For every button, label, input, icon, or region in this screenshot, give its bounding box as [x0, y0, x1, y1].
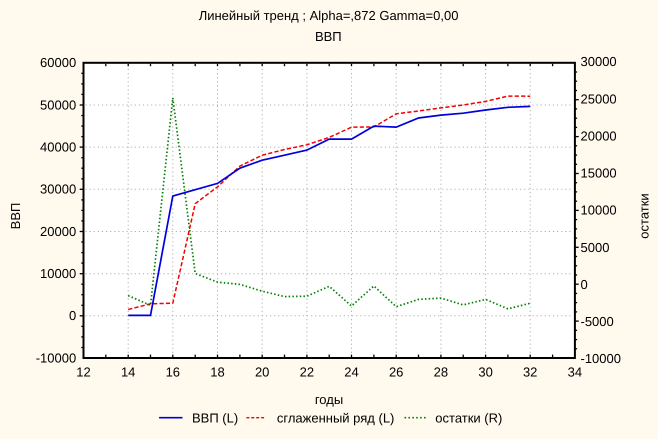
- svg-text:ВВП: ВВП: [8, 203, 23, 230]
- svg-text:ВВП: ВВП: [315, 29, 342, 44]
- svg-text:10000: 10000: [581, 203, 617, 218]
- svg-text:34: 34: [568, 364, 582, 379]
- svg-text:сглаженный ряд (L): сглаженный ряд (L): [277, 411, 394, 426]
- svg-text:10000: 10000: [40, 266, 76, 281]
- svg-text:26: 26: [389, 364, 403, 379]
- svg-text:остатки: остатки: [636, 193, 651, 238]
- svg-text:15000: 15000: [581, 166, 617, 181]
- svg-text:Линейный тренд ; Alpha=,872 Ga: Линейный тренд ; Alpha=,872 Gamma=0,00: [199, 8, 459, 23]
- svg-text:40000: 40000: [40, 139, 76, 154]
- svg-text:30000: 30000: [581, 54, 617, 69]
- svg-text:-10000: -10000: [36, 350, 76, 365]
- svg-text:50000: 50000: [40, 97, 76, 112]
- svg-text:60000: 60000: [40, 55, 76, 70]
- svg-text:ВВП (L): ВВП (L): [192, 411, 238, 426]
- svg-text:25000: 25000: [581, 91, 617, 106]
- svg-text:22: 22: [300, 364, 314, 379]
- svg-text:-5000: -5000: [581, 314, 614, 329]
- svg-text:остатки (R): остатки (R): [435, 411, 502, 426]
- svg-text:14: 14: [121, 364, 135, 379]
- svg-text:24: 24: [344, 364, 358, 379]
- svg-text:32: 32: [523, 364, 537, 379]
- svg-text:30000: 30000: [40, 182, 76, 197]
- svg-text:16: 16: [166, 364, 180, 379]
- svg-text:годы: годы: [315, 392, 343, 407]
- svg-text:-10000: -10000: [581, 351, 621, 366]
- svg-text:5000: 5000: [581, 240, 610, 255]
- svg-text:20000: 20000: [40, 224, 76, 239]
- svg-text:20: 20: [255, 364, 269, 379]
- svg-text:18: 18: [210, 364, 224, 379]
- svg-text:0: 0: [581, 277, 588, 292]
- svg-text:30: 30: [478, 364, 492, 379]
- svg-text:28: 28: [434, 364, 448, 379]
- svg-text:0: 0: [69, 308, 76, 323]
- svg-text:12: 12: [76, 364, 90, 379]
- svg-text:20000: 20000: [581, 129, 617, 144]
